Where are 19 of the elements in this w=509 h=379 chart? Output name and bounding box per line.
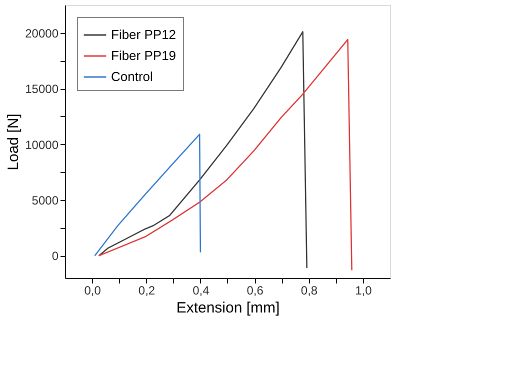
- x-tick-label: 0,6: [246, 284, 264, 298]
- x-tick-label: 1,0: [355, 284, 372, 298]
- y-tick-label: 20000: [25, 26, 59, 40]
- x-tick-label: 0,4: [192, 284, 210, 298]
- y-tick-label: 10000: [25, 138, 59, 152]
- legend-label: Control: [111, 69, 154, 84]
- legend-label: Fiber PP19: [111, 48, 176, 63]
- x-axis-title: Extension [mm]: [176, 300, 280, 316]
- legend-label: Fiber PP12: [111, 27, 176, 42]
- y-tick-label: 15000: [25, 82, 59, 96]
- y-axis-title: Load [N]: [5, 114, 22, 170]
- y-tick-label: 0: [52, 249, 59, 264]
- x-tick-label: 0,2: [138, 284, 156, 298]
- line-series: [98, 31, 308, 269]
- x-tick-label: 0,8: [300, 284, 318, 298]
- line-series: [94, 134, 202, 256]
- y-tick-label: 5000: [32, 194, 59, 208]
- x-tick-label: 0,0: [84, 284, 102, 298]
- line-series: [98, 38, 352, 271]
